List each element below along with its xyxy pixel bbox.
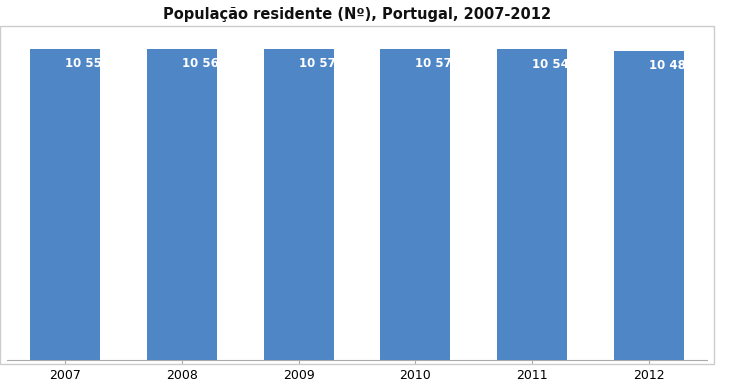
Text: 10 553 339: 10 553 339 — [65, 57, 139, 70]
Bar — [263, 49, 334, 360]
Title: População residente (Nº), Portugal, 2007-2012: População residente (Nº), Portugal, 2007… — [163, 7, 551, 22]
Bar — [380, 49, 451, 360]
Text: 10 563 014: 10 563 014 — [182, 57, 255, 70]
Text: 10 487 289: 10 487 289 — [649, 59, 722, 72]
Bar — [147, 49, 217, 360]
Text: 10 573 479: 10 573 479 — [299, 57, 372, 70]
Text: 10 572 721: 10 572 721 — [415, 57, 488, 70]
Bar — [30, 49, 101, 360]
Bar — [613, 51, 684, 360]
Text: 10 542 398: 10 542 398 — [532, 58, 606, 71]
Bar — [497, 49, 567, 360]
